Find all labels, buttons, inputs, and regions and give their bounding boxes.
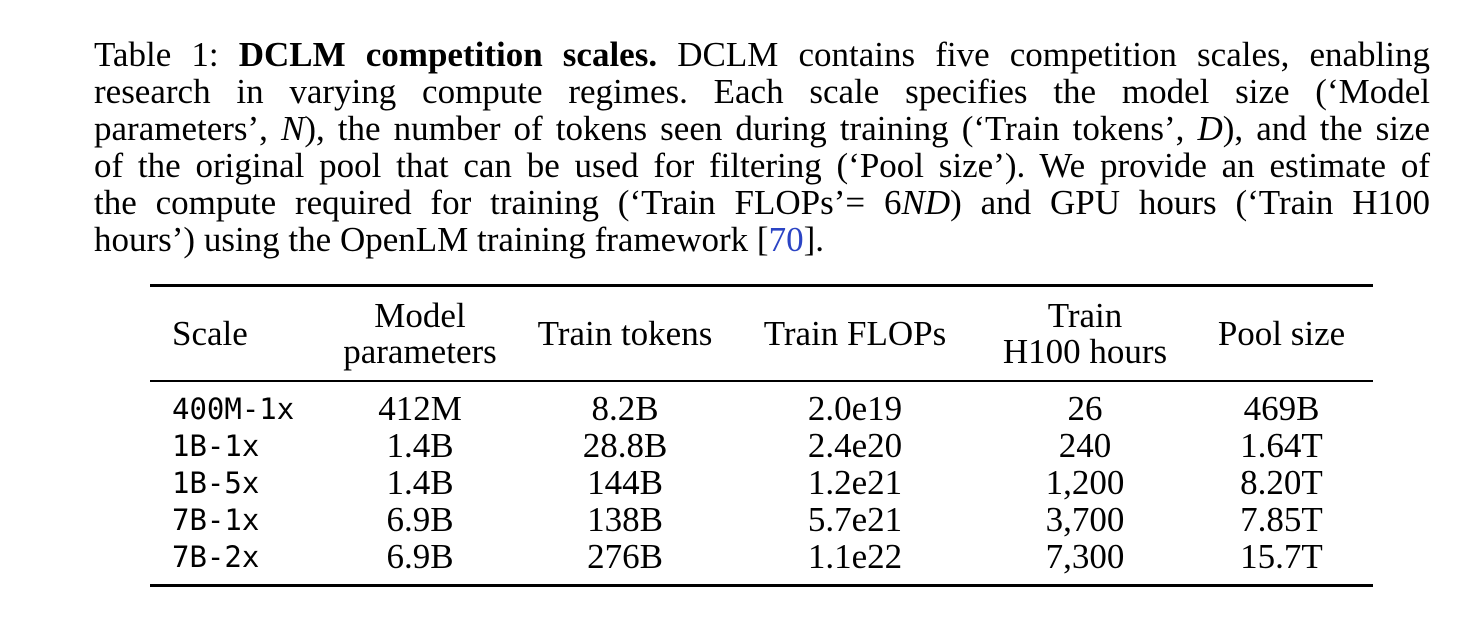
scale-name-cell: 7B-2x — [172, 539, 260, 574]
scale-name-cell: 7B-1x — [172, 502, 260, 537]
caption-line-5: the compute required for training (‘Trai… — [94, 184, 1430, 221]
caption-line-6: hours’) using the OpenLM training framew… — [94, 221, 1430, 258]
column-header: Pool size — [1190, 313, 1373, 353]
caption-line-1: Table 1: DCLM competition scales. DCLM c… — [94, 36, 1430, 73]
table-cell: 1.64T — [1240, 425, 1323, 465]
caption-line-4: of the original pool that can be used fo… — [94, 147, 1430, 184]
table-row: 7B-2x 6.9B 276B 1.1e22 7,300 15.7T — [150, 536, 1373, 576]
column-header: Train tokens — [520, 313, 730, 353]
table-cell: 7,300 — [1045, 536, 1125, 576]
caption-text: hours’) using the OpenLM training framew… — [94, 220, 769, 259]
table-cell: 469B — [1243, 388, 1320, 428]
table-header-rule — [150, 380, 1373, 382]
caption-text: research in varying compute regimes. Eac… — [94, 72, 1430, 111]
column-header-text: H100 hours — [1002, 331, 1168, 371]
table-cell: 8.2B — [591, 388, 659, 428]
column-header-text: Scale — [172, 313, 248, 353]
scale-name-cell: 1B-1x — [172, 428, 260, 463]
table-cell: 2.0e19 — [807, 388, 903, 428]
competition-scales-table: Scale Model parameters Train tokens Train FL… — [150, 284, 1373, 587]
table-cell: 1,200 — [1045, 462, 1125, 502]
table-cell: 412M — [378, 388, 462, 428]
caption-text: ), the number of tokens seen during trai… — [304, 109, 1185, 148]
table-body: 400M-1x 412M 8.2B 2.0e19 26 469B 1B-1x 1.4B 28.8… — [150, 382, 1373, 584]
table-cell: 240 — [1058, 425, 1112, 465]
table-top-rule — [150, 284, 1373, 287]
table-cell: 1.2e21 — [807, 462, 903, 502]
caption-text: of the original pool that can be used fo… — [94, 146, 1430, 185]
math-symbol: N — [280, 109, 305, 148]
citation-link[interactable]: 70 — [768, 220, 804, 259]
column-header-text: Train tokens — [537, 313, 713, 353]
table-cell: 1.4B — [386, 425, 454, 465]
table-cell: 1.4B — [386, 462, 454, 502]
column-header-text: Model — [374, 295, 466, 335]
table-cell: 138B — [587, 499, 663, 539]
caption-label: Table 1: — [94, 35, 219, 74]
table-caption: Table 1: DCLM competition scales. DCLM c… — [94, 36, 1430, 258]
caption-line-3: parameters’, N), the number of tokens se… — [94, 110, 1430, 147]
table-bottom-rule — [150, 584, 1373, 587]
column-header-text: Train FLOPs — [763, 313, 947, 353]
table-cell: 1.1e22 — [807, 536, 903, 576]
table-row: 7B-1x 6.9B 138B 5.7e21 3,700 7.85T — [150, 499, 1373, 539]
caption-text: parameters’, — [94, 109, 268, 148]
caption-line-2: research in varying compute regimes. Eac… — [94, 73, 1430, 110]
column-header-text: parameters — [343, 331, 497, 371]
caption-text: ) and GPU hours (‘Train H100 — [950, 183, 1430, 222]
table-cell: 15.7T — [1240, 536, 1323, 576]
table-cell: 2.4e20 — [807, 425, 903, 465]
caption-title: DCLM competition scales. — [238, 35, 658, 74]
column-header: Train FLOPs — [730, 313, 980, 353]
caption-text: DCLM contains five competition scales, e… — [677, 35, 1431, 74]
column-header: Model parameters — [320, 295, 520, 371]
table-cell: 6.9B — [386, 536, 454, 576]
caption-text: ]. — [803, 220, 824, 259]
table-header-row: Scale Model parameters Train tokens Train FL… — [150, 287, 1373, 380]
table-cell: 144B — [587, 462, 663, 502]
table-cell: 28.8B — [582, 425, 668, 465]
table-cell: 7.85T — [1240, 499, 1323, 539]
table-row: 1B-5x 1.4B 144B 1.2e21 1,200 8.20T — [150, 462, 1373, 502]
column-header: Scale — [150, 313, 320, 353]
table-cell: 6.9B — [386, 499, 454, 539]
scale-name-cell: 1B-5x — [172, 465, 260, 500]
table-row: 1B-1x 1.4B 28.8B 2.4e20 240 1.64T — [150, 425, 1373, 465]
scale-name-cell: 400M-1x — [172, 391, 295, 426]
column-header-text: Pool size — [1217, 313, 1346, 353]
column-header-text: Train — [1047, 295, 1123, 335]
table-cell: 276B — [587, 536, 663, 576]
caption-text: the compute required for training (‘Trai… — [94, 183, 902, 222]
table-cell: 26 — [1067, 388, 1103, 428]
caption-text: ), and the size — [1222, 109, 1431, 148]
column-header: Train H100 hours — [980, 295, 1190, 371]
table-cell: 5.7e21 — [807, 499, 903, 539]
math-symbol: ND — [901, 183, 951, 222]
table-cell: 8.20T — [1240, 462, 1323, 502]
math-symbol: D — [1197, 109, 1223, 148]
table-cell: 3,700 — [1045, 499, 1125, 539]
table-row: 400M-1x 412M 8.2B 2.0e19 26 469B — [150, 388, 1373, 428]
